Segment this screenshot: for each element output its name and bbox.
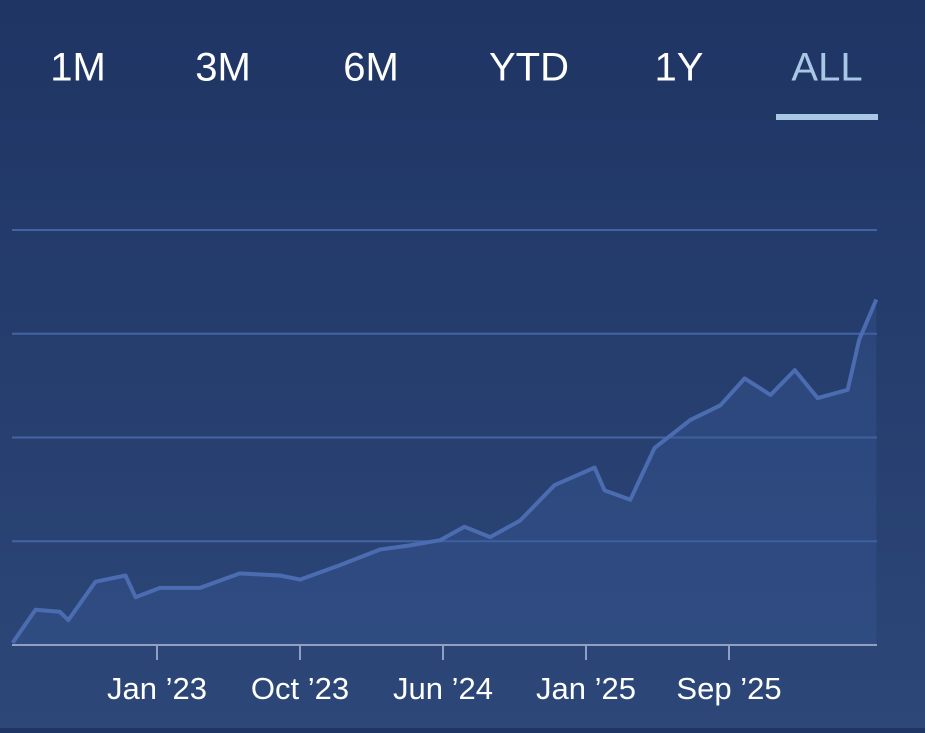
tab-underline (776, 114, 878, 120)
range-tab[interactable]: ALL (791, 46, 862, 90)
range-tab[interactable]: 1M (50, 46, 106, 90)
x-tick-label: Jun ’24 (393, 671, 493, 706)
price-line (10, 298, 879, 645)
x-tick-label: Oct ’23 (251, 671, 349, 706)
chart: Jan ’23 Oct ’23 Jun ’24 Jan ’25 Sep ’25 (10, 229, 879, 706)
area-fill (12, 299, 877, 645)
range-tabs: 1M 3M 6M YTD 1Y ALL (50, 46, 878, 120)
range-tab[interactable]: 1Y (655, 46, 704, 90)
range-tab[interactable]: YTD (489, 46, 569, 90)
x-tick-label: Sep ’25 (676, 671, 781, 706)
x-tick-label: Jan ’25 (536, 671, 636, 706)
range-tab[interactable]: 3M (195, 46, 251, 90)
x-tick-label: Jan ’23 (107, 671, 207, 706)
range-tab[interactable]: 6M (343, 46, 399, 90)
